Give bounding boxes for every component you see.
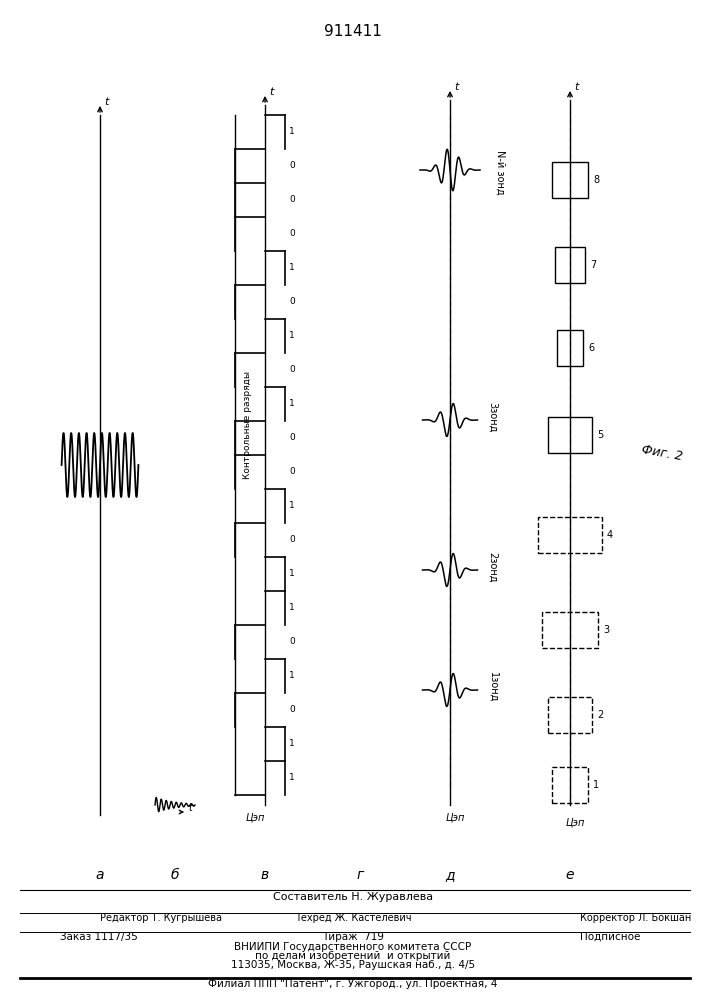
Text: 7: 7 [590,260,596,270]
Text: 0: 0 [289,365,295,374]
Text: 1: 1 [289,774,295,782]
Text: t: t [574,82,578,92]
Text: Цэп: Цэп [245,812,264,822]
Text: 3зонд: 3зонд [488,402,498,432]
Text: 0: 0 [289,536,295,544]
Text: 1: 1 [593,780,599,790]
Text: д: д [445,868,455,882]
Text: в: в [261,868,269,882]
Text: 113035, Москва, Ж-35, Раушская наб., д. 4/5: 113035, Москва, Ж-35, Раушская наб., д. … [231,960,475,970]
Text: Контрольные разряды: Контрольные разряды [243,371,252,479]
Bar [552,162,588,198]
Bar [542,612,598,648]
Text: 1: 1 [289,740,295,748]
Text: 3: 3 [603,625,609,635]
Text: 0: 0 [289,468,295,477]
Text: Составитель Н. Журавлева: Составитель Н. Журавлева [273,892,433,902]
Text: б: б [171,868,180,882]
Text: 0: 0 [289,434,295,442]
Text: t: t [188,803,192,813]
Text: 0: 0 [289,638,295,647]
Text: 8: 8 [593,175,599,185]
Text: Тираж  719: Тираж 719 [322,932,384,942]
Text: 1: 1 [289,603,295,612]
Text: 2: 2 [597,710,603,720]
Text: 1: 1 [289,502,295,510]
Text: Заказ 1117/35: Заказ 1117/35 [60,932,138,942]
Text: 1: 1 [289,127,295,136]
Text: 0: 0 [289,298,295,306]
Bar [548,697,592,733]
Text: 0: 0 [289,196,295,205]
Text: Техред Ж. Кастелевич: Техред Ж. Кастелевич [295,913,411,923]
Text: по делам изобретений  и открытий: по делам изобретений и открытий [255,951,450,961]
Text: 1: 1 [289,570,295,578]
Text: N-й зонд: N-й зонд [495,150,505,195]
Text: Цэп: Цэп [445,812,464,822]
Text: 1: 1 [289,672,295,680]
Text: 911411: 911411 [324,24,382,39]
Text: 4: 4 [607,530,613,540]
Text: t: t [269,87,274,97]
Text: а: а [95,868,104,882]
Text: ВНИИПИ Государственного комитета СССР: ВНИИПИ Государственного комитета СССР [235,942,472,952]
Text: Цэп: Цэп [566,817,585,827]
Text: Редактор Т. Кугрышева: Редактор Т. Кугрышева [100,913,222,923]
Text: Корректор Л. Бокшан: Корректор Л. Бокшан [580,913,691,923]
Text: 5: 5 [597,430,603,440]
Bar [552,767,588,803]
Text: е: е [566,868,574,882]
Text: 6: 6 [588,343,594,353]
Bar [538,517,602,553]
Text: 0: 0 [289,230,295,238]
Bar [548,417,592,453]
Text: 1: 1 [289,399,295,408]
Text: 1: 1 [289,332,295,340]
Text: t: t [454,82,458,92]
Text: 0: 0 [289,706,295,714]
Bar [557,330,583,366]
Text: 0: 0 [289,161,295,170]
Text: 2зонд: 2зонд [488,552,498,582]
Text: Филиал ППП "Патент", г. Ужгород., ул. Проектная, 4: Филиал ППП "Патент", г. Ужгород., ул. Пр… [209,979,498,989]
Text: t: t [104,97,108,107]
Text: Фиг. 2: Фиг. 2 [640,443,683,463]
Text: Подписное: Подписное [580,932,641,942]
Text: 1зонд: 1зонд [488,672,498,702]
Bar [555,247,585,283]
Text: г: г [356,868,363,882]
Text: 1: 1 [289,263,295,272]
